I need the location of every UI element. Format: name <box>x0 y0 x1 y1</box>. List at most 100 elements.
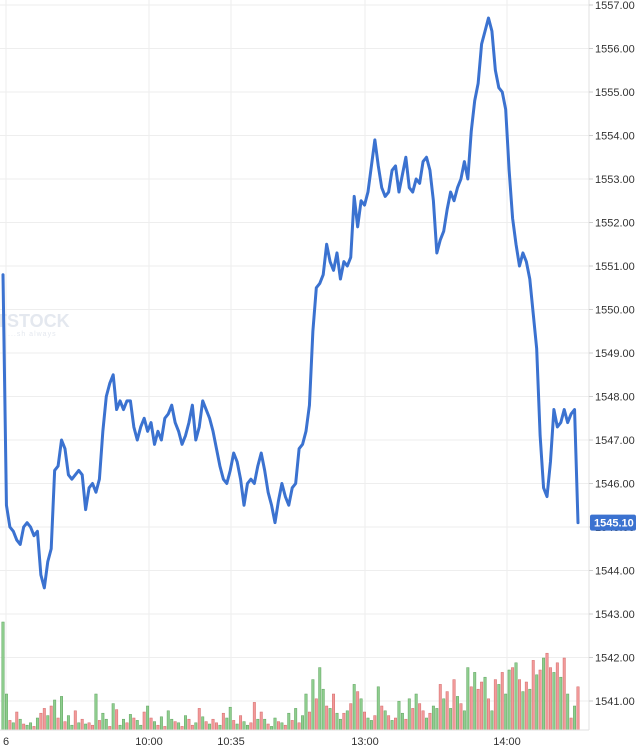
volume-bar <box>328 708 332 731</box>
volume-bar <box>421 710 425 731</box>
volume-bar <box>190 724 194 731</box>
volume-bar <box>363 711 366 731</box>
y-tick-label: 1544.00 <box>595 566 635 578</box>
volume-bar <box>418 703 422 731</box>
volume-bar <box>228 706 232 731</box>
volume-bar <box>321 688 325 731</box>
volume-bar <box>387 715 391 731</box>
volume-bar <box>469 686 473 731</box>
volume-bar <box>280 722 284 731</box>
volume-bar <box>349 703 353 731</box>
volume-bar <box>425 717 428 731</box>
volume-bar <box>411 708 415 731</box>
volume-bar <box>184 715 187 731</box>
watermark-logo-text: TSTOCK <box>0 311 70 331</box>
volume-bar <box>397 700 401 731</box>
volume-bar <box>135 720 139 731</box>
volume-bar <box>359 698 363 731</box>
x-tick-label: 6 <box>3 736 9 748</box>
volume-bar <box>180 726 184 731</box>
y-tick-label: 1556.00 <box>595 44 635 56</box>
y-tick-label: 1541.00 <box>595 696 635 708</box>
last-price-marker: 1545.10 <box>590 514 636 531</box>
volume-bar <box>369 720 373 731</box>
volume-bar <box>118 724 122 731</box>
volume-bar <box>318 667 322 731</box>
volume-bar <box>25 724 29 731</box>
volume-bar <box>462 710 466 731</box>
volume-bar <box>431 705 435 731</box>
volume-bar <box>22 723 26 731</box>
volume-bar <box>497 684 501 731</box>
volume-bar <box>246 724 249 731</box>
y-tick-label: 1549.00 <box>595 348 635 360</box>
volume-bar <box>376 686 380 731</box>
y-tick-label: 1557.00 <box>595 0 635 12</box>
y-tick-label: 1550.00 <box>595 305 635 317</box>
volume-bar <box>177 722 181 731</box>
volume-bar <box>53 699 57 731</box>
volume-bar <box>483 676 487 731</box>
volume-bar <box>294 708 298 731</box>
volume-bar <box>35 717 39 731</box>
volume-bar <box>266 723 270 731</box>
volume-bar <box>163 726 167 731</box>
volume-bar <box>111 703 115 731</box>
volume-bar <box>87 722 91 731</box>
x-tick-label: 10:35 <box>217 736 245 748</box>
volume-bar <box>538 669 542 731</box>
volume-bar <box>414 693 418 731</box>
volume-bar <box>487 698 490 731</box>
volume-bar <box>449 708 453 731</box>
volume-bar <box>490 710 494 731</box>
volume-bar <box>283 724 287 731</box>
volume-bar <box>438 684 442 731</box>
volume-bar <box>56 717 60 731</box>
volume-bar <box>139 724 143 731</box>
volume-bar <box>39 712 43 731</box>
volume-bar <box>211 718 215 731</box>
volume-bar <box>380 705 384 731</box>
watermark-tagline: ...sh always <box>8 331 57 338</box>
volume-bar <box>466 667 470 731</box>
volume-bar <box>383 710 387 731</box>
y-tick-label: 1554.00 <box>595 131 635 143</box>
volume-bar <box>445 691 449 731</box>
volume-bar <box>218 724 222 731</box>
volume-bar <box>511 667 515 731</box>
volume-bar <box>215 722 218 731</box>
volume-bar <box>500 672 504 731</box>
volume-bar <box>549 667 552 731</box>
y-tick-label: 1543.00 <box>595 609 635 621</box>
volume-bar <box>559 676 563 731</box>
volume-bar <box>270 726 274 731</box>
volume-bar <box>77 722 81 731</box>
volume-bar <box>122 718 125 731</box>
volume-bar <box>115 709 119 731</box>
volume-bar <box>60 696 63 731</box>
volume-bar <box>514 662 518 731</box>
volume-bar <box>394 717 397 731</box>
y-tick-label: 1546.00 <box>595 479 635 491</box>
y-tick-label: 1553.00 <box>595 174 635 186</box>
volume-bar <box>338 718 342 731</box>
y-tick-label: 1552.00 <box>595 218 635 230</box>
volume-bar <box>8 720 12 731</box>
volume-bar <box>256 718 260 731</box>
volume-bar <box>407 698 411 731</box>
volume-bar <box>573 705 577 731</box>
volume-bar <box>15 711 19 731</box>
volume-bar <box>101 712 105 731</box>
volume-bar <box>504 693 508 731</box>
volume-bar <box>521 691 525 731</box>
volume-bars <box>1 621 580 731</box>
y-axis-tick-labels: 1541.001542.001543.001544.001545.001546.… <box>589 0 635 708</box>
volume-bar <box>97 720 101 731</box>
volume-bar <box>528 688 532 731</box>
volume-bar <box>142 711 146 731</box>
volume-bar <box>187 718 191 731</box>
volume-bar <box>507 669 511 731</box>
last-price-label: 1545.10 <box>594 518 634 530</box>
volume-bar <box>104 718 108 731</box>
